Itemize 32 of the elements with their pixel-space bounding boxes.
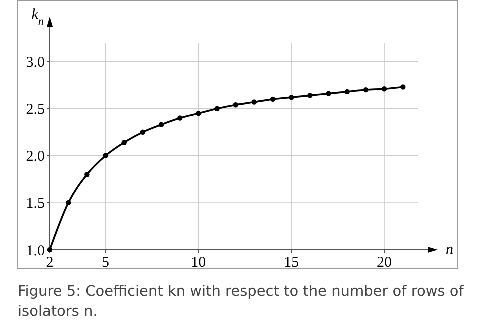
point [103, 153, 108, 159]
point [289, 94, 294, 100]
point [214, 106, 220, 112]
caption: Figure 5: Coefficient kn with respect to the number of rows of isolators n. [18, 283, 466, 322]
point [66, 200, 72, 206]
y-tick-label: 1.5 [26, 196, 45, 212]
y-tick-label: 3.0 [26, 55, 45, 72]
point [400, 84, 406, 90]
x-tick-label: 20 [377, 255, 392, 271]
x-tick-label: 10 [191, 255, 206, 271]
y-axis-title: k$_{n}$ [32, 7, 44, 28]
point [344, 89, 350, 95]
x-tick-label: 15 [284, 255, 300, 271]
point [178, 116, 183, 121]
point [326, 91, 332, 96]
point [140, 130, 146, 135]
y-tick-label: 1.0 [26, 243, 45, 260]
point [122, 140, 127, 146]
point [270, 96, 276, 102]
x-tick-label: 5 [102, 255, 110, 271]
x-axis-title: n [446, 242, 454, 258]
y-tick-label: 2.5 [26, 102, 45, 118]
point [363, 87, 369, 93]
point [382, 86, 388, 92]
x-tick-label: 2 [46, 255, 54, 271]
point [84, 172, 90, 178]
y-tick-label: 2.0 [26, 149, 45, 166]
point [308, 93, 313, 98]
point [233, 102, 238, 108]
point [158, 122, 164, 128]
point [252, 100, 258, 105]
point [196, 110, 202, 116]
